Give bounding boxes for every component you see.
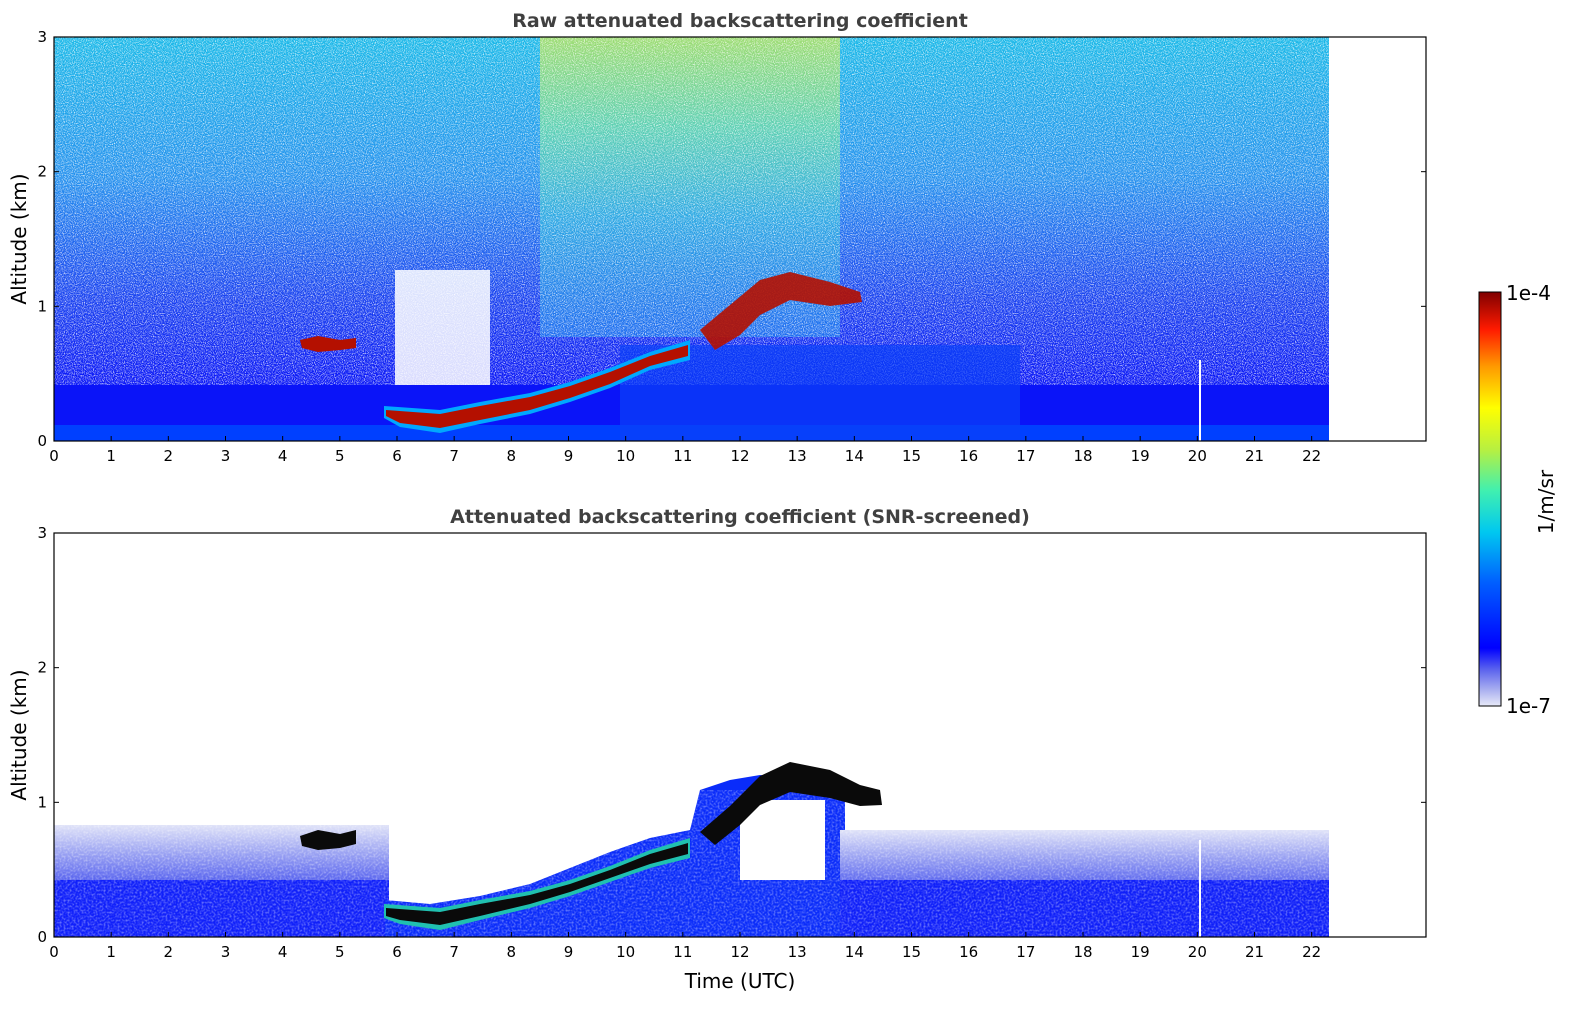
raw-cloud-layer: [386, 345, 688, 428]
x-tick-label: 3: [221, 447, 231, 465]
raw-small-cloud: [300, 336, 356, 352]
x-tick-label: 12: [730, 447, 749, 465]
y-tick-label: 2: [37, 659, 47, 677]
raw-daytime-layer: [620, 345, 1020, 441]
x-tick-label: 10: [616, 447, 635, 465]
x-tick-label: 14: [845, 447, 864, 465]
x-tick-label: 14: [845, 943, 864, 961]
screened-clear-hole: [740, 800, 825, 880]
x-tick-label: 13: [788, 943, 807, 961]
x-tick-label: 16: [959, 447, 978, 465]
x-tick-label: 4: [278, 447, 288, 465]
x-tick-label: 9: [564, 943, 574, 961]
panel-screened-xlabel: Time (UTC): [684, 969, 796, 993]
x-tick-label: 0: [49, 943, 59, 961]
screened-speckle: [54, 790, 1329, 937]
screened-elevated-cloud: [700, 762, 882, 845]
x-tick-label: 13: [788, 447, 807, 465]
x-tick-label: 20: [1188, 447, 1207, 465]
x-tick-label: 6: [392, 943, 402, 961]
colorbar-unit-label: 1/m/sr: [1534, 469, 1558, 534]
panel-raw-title: Raw attenuated backscattering coefficien…: [512, 10, 968, 32]
panel-raw: Raw attenuated backscattering coefficien…: [7, 10, 1427, 465]
x-tick-label: 15: [902, 943, 921, 961]
colorbar-max-label: 1e-4: [1506, 281, 1551, 305]
x-tick-label: 9: [564, 447, 574, 465]
x-tick-label: 11: [673, 447, 692, 465]
x-tick-label: 10: [616, 943, 635, 961]
x-tick-label: 6: [392, 447, 402, 465]
x-tick-label: 16: [959, 943, 978, 961]
x-tick-label: 7: [449, 447, 459, 465]
panel-screened-ylabel: Altitude (km): [7, 669, 31, 800]
y-tick-label: 3: [37, 28, 47, 46]
x-tick-label: 19: [1131, 943, 1150, 961]
x-tick-label: 22: [1302, 943, 1321, 961]
y-tick-label: 0: [37, 928, 47, 946]
panel-raw-heatmap: [54, 37, 1329, 441]
panel-screened-heatmap: [54, 762, 1329, 937]
x-tick-label: 0: [49, 447, 59, 465]
panel-screened: Attenuated backscattering coefficient (S…: [7, 506, 1427, 993]
y-tick-label: 0: [37, 432, 47, 450]
x-tick-label: 18: [1073, 943, 1092, 961]
y-tick-label: 1: [37, 297, 47, 315]
y-tick-label: 1: [37, 793, 47, 811]
screened-small-cloud: [300, 830, 356, 850]
colorbar-min-label: 1e-7: [1506, 694, 1551, 718]
x-tick-label: 21: [1245, 943, 1264, 961]
x-tick-label: 5: [335, 447, 345, 465]
raw-data-gap-line: [1199, 360, 1201, 441]
x-tick-label: 15: [902, 447, 921, 465]
x-tick-label: 17: [1016, 943, 1035, 961]
raw-clear-gap: [395, 270, 490, 400]
y-tick-label: 3: [37, 524, 47, 542]
x-tick-label: 5: [335, 943, 345, 961]
x-tick-label: 8: [507, 943, 517, 961]
x-tick-label: 3: [221, 943, 231, 961]
x-tick-label: 11: [673, 943, 692, 961]
panel-raw-ylabel: Altitude (km): [7, 173, 31, 304]
x-tick-label: 1: [106, 447, 116, 465]
x-tick-label: 8: [507, 447, 517, 465]
colorbar-scale: [1478, 291, 1502, 707]
x-tick-label: 2: [164, 943, 174, 961]
x-tick-label: 1: [106, 943, 116, 961]
screened-cloud-layer: [386, 843, 688, 925]
raw-cloud-halo: [384, 340, 690, 433]
x-tick-label: 22: [1302, 447, 1321, 465]
colorbar: 1e-4 1e-7 1/m/sr: [1478, 281, 1558, 718]
x-tick-label: 21: [1245, 447, 1264, 465]
screened-cloud-halo: [384, 838, 690, 930]
x-tick-label: 12: [730, 943, 749, 961]
panel-screened-title: Attenuated backscattering coefficient (S…: [450, 506, 1030, 528]
screened-data-gap-line: [1199, 840, 1201, 937]
raw-elevated-cloud: [700, 272, 862, 350]
x-tick-label: 7: [449, 943, 459, 961]
x-tick-label: 2: [164, 447, 174, 465]
x-tick-label: 19: [1131, 447, 1150, 465]
y-tick-label: 2: [37, 163, 47, 181]
x-tick-label: 20: [1188, 943, 1207, 961]
x-tick-label: 18: [1073, 447, 1092, 465]
x-tick-label: 4: [278, 943, 288, 961]
x-tick-label: 17: [1016, 447, 1035, 465]
